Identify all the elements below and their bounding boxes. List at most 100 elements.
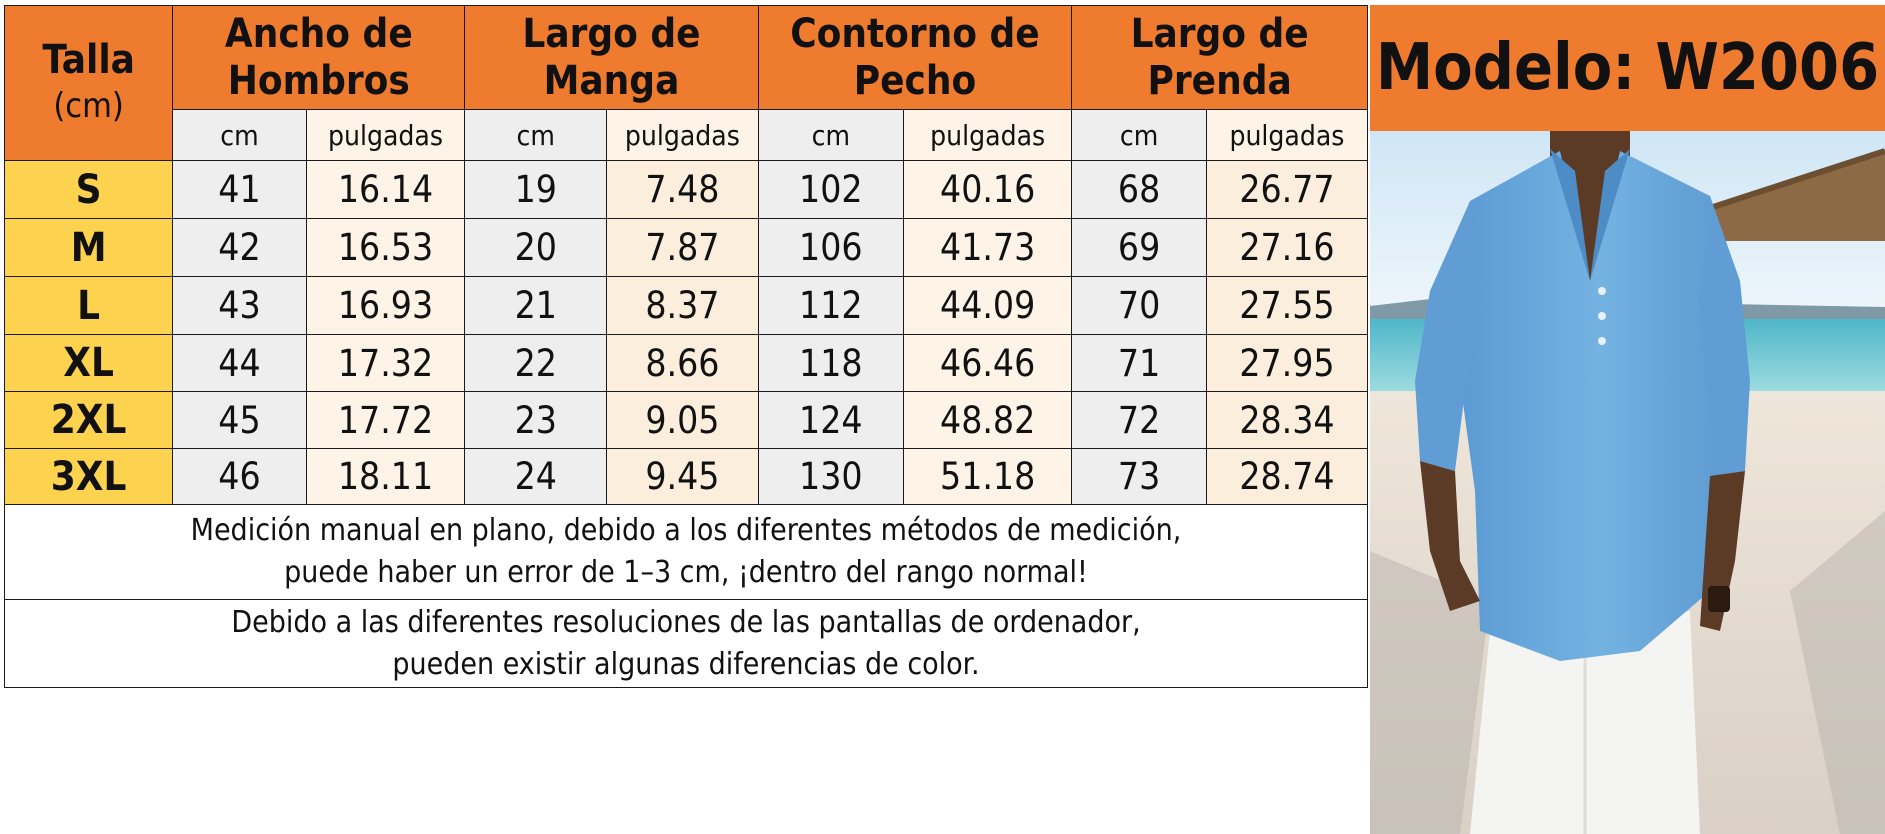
cell-inches: 16.93 <box>305 276 466 335</box>
model-label: Modelo: W2006 <box>1370 5 1885 131</box>
cell-cm: 21 <box>464 276 608 335</box>
note-line: puede haber un error de 1–3 cm, ¡dentro … <box>284 555 1088 590</box>
cell-cm: 130 <box>757 448 905 505</box>
button <box>1598 287 1606 295</box>
table-row: M 42 16.53 20 7.87 106 41.73 69 27.16 <box>3 218 1369 277</box>
cell-inches: 8.37 <box>606 276 759 335</box>
cell-inches: 7.87 <box>606 218 759 277</box>
button <box>1598 312 1606 320</box>
table-row: L 43 16.93 21 8.37 112 44.09 70 27.55 <box>3 276 1369 335</box>
size-header-unit: (cm) <box>53 86 124 126</box>
right-sleeve <box>1700 196 1750 476</box>
model-photo-illustration <box>1370 131 1885 834</box>
column-header-line: Hombros <box>227 57 410 104</box>
size-cell: S <box>3 160 174 219</box>
cell-inches: 40.16 <box>903 160 1073 219</box>
bracelet <box>1708 586 1730 612</box>
cell-inches: 9.45 <box>606 448 759 505</box>
model-photo <box>1370 131 1885 834</box>
cell-cm: 124 <box>757 391 905 449</box>
size-cell: XL <box>3 334 174 392</box>
cell-inches: 9.05 <box>606 391 759 449</box>
cell-cm: 118 <box>757 334 905 392</box>
cell-cm: 73 <box>1071 448 1207 505</box>
cell-cm: 46 <box>172 448 307 505</box>
cell-cm: 71 <box>1071 334 1207 392</box>
cell-cm: 106 <box>757 218 905 277</box>
column-header-garment-length: Largo de Prenda <box>1071 5 1368 110</box>
table-row: XL 44 17.32 22 8.66 118 46.46 71 27.95 <box>3 334 1369 392</box>
unit-row: cm pulgadas cm pulgadas cm pulgadas cm p… <box>5 109 1369 161</box>
shadow <box>1790 511 1885 834</box>
note-row: Medición manual en plano, debido a los d… <box>4 504 1368 600</box>
cell-cm: 45 <box>172 391 307 449</box>
cell-inches: 46.46 <box>903 334 1073 392</box>
left-arm <box>1420 461 1480 611</box>
cell-inches: 41.73 <box>903 218 1073 277</box>
cell-inches: 51.18 <box>903 448 1073 505</box>
cell-cm: 20 <box>464 218 608 277</box>
column-header-line: Pecho <box>853 57 977 104</box>
column-header-line: Ancho de <box>224 10 413 57</box>
cell-inches: 16.14 <box>305 160 466 219</box>
cell-cm: 44 <box>172 334 307 392</box>
cell-cm: 72 <box>1071 391 1207 449</box>
cell-inches: 28.34 <box>1205 391 1369 449</box>
button <box>1598 337 1606 345</box>
model-panel: Modelo: W2006 <box>1370 5 1885 834</box>
column-header-shoulder-width: Ancho de Hombros <box>172 5 466 110</box>
size-table: Talla (cm) Ancho de Hombros Largo de Man… <box>3 5 1369 688</box>
cell-cm: 69 <box>1071 218 1207 277</box>
cell-cm: 19 <box>464 160 608 219</box>
measurement-note: Medición manual en plano, debido a los d… <box>4 504 1368 600</box>
cell-inches: 17.72 <box>305 391 466 449</box>
column-header-line: Manga <box>543 57 680 104</box>
unit-inches: pulgadas <box>903 109 1073 161</box>
unit-cm: cm <box>464 109 608 161</box>
cell-cm: 43 <box>172 276 307 335</box>
unit-cm: cm <box>1071 109 1207 161</box>
size-header-label: Talla <box>42 37 135 83</box>
size-cell: M <box>3 218 174 277</box>
column-header-line: Contorno de <box>790 10 1040 57</box>
column-header-line: Prenda <box>1147 57 1292 104</box>
size-cell: 2XL <box>3 391 174 449</box>
size-rows: S 41 16.14 19 7.48 102 40.16 68 26.77 M 42 16.53 20 7… <box>3 160 1369 505</box>
cell-cm: 68 <box>1071 160 1207 219</box>
left-sleeve <box>1415 201 1485 471</box>
cell-inches: 28.74 <box>1205 448 1369 505</box>
shirt <box>1460 151 1740 661</box>
cell-cm: 23 <box>464 391 608 449</box>
size-header: Talla (cm) <box>3 5 174 161</box>
size-cell: L <box>3 276 174 335</box>
cell-cm: 22 <box>464 334 608 392</box>
note-row: Debido a las diferentes resoluciones de … <box>4 599 1368 688</box>
table-row: S 41 16.14 19 7.48 102 40.16 68 26.77 <box>3 160 1369 219</box>
column-header-line: Largo de <box>522 10 701 57</box>
collar <box>1550 149 1630 281</box>
table-row: 2XL 45 17.72 23 9.05 124 48.82 72 28.34 <box>3 391 1369 449</box>
note-line: pueden existir algunas diferencias de co… <box>392 646 980 682</box>
cell-cm: 102 <box>757 160 905 219</box>
cell-cm: 70 <box>1071 276 1207 335</box>
unit-inches: pulgadas <box>606 109 759 161</box>
cell-inches: 7.48 <box>606 160 759 219</box>
cell-inches: 18.11 <box>305 448 466 505</box>
cell-inches: 27.95 <box>1205 334 1369 392</box>
table-header-row: Talla (cm) Ancho de Hombros Largo de Man… <box>3 5 1368 161</box>
cell-inches: 27.16 <box>1205 218 1369 277</box>
unit-inches: pulgadas <box>305 109 466 161</box>
color-note: Debido a las diferentes resoluciones de … <box>4 599 1368 688</box>
note-line: Medición manual en plano, debido a los d… <box>190 513 1182 548</box>
cell-cm: 42 <box>172 218 307 277</box>
cell-inches: 48.82 <box>903 391 1073 449</box>
umbrella <box>1670 151 1885 241</box>
column-header-line: Largo de <box>1130 10 1309 57</box>
size-cell: 3XL <box>3 448 174 505</box>
unit-cm: cm <box>172 109 307 161</box>
shadow <box>1370 551 1490 834</box>
unit-inches: pulgadas <box>1205 109 1369 161</box>
cell-cm: 112 <box>757 276 905 335</box>
column-header-chest: Contorno de Pecho <box>757 5 1073 110</box>
